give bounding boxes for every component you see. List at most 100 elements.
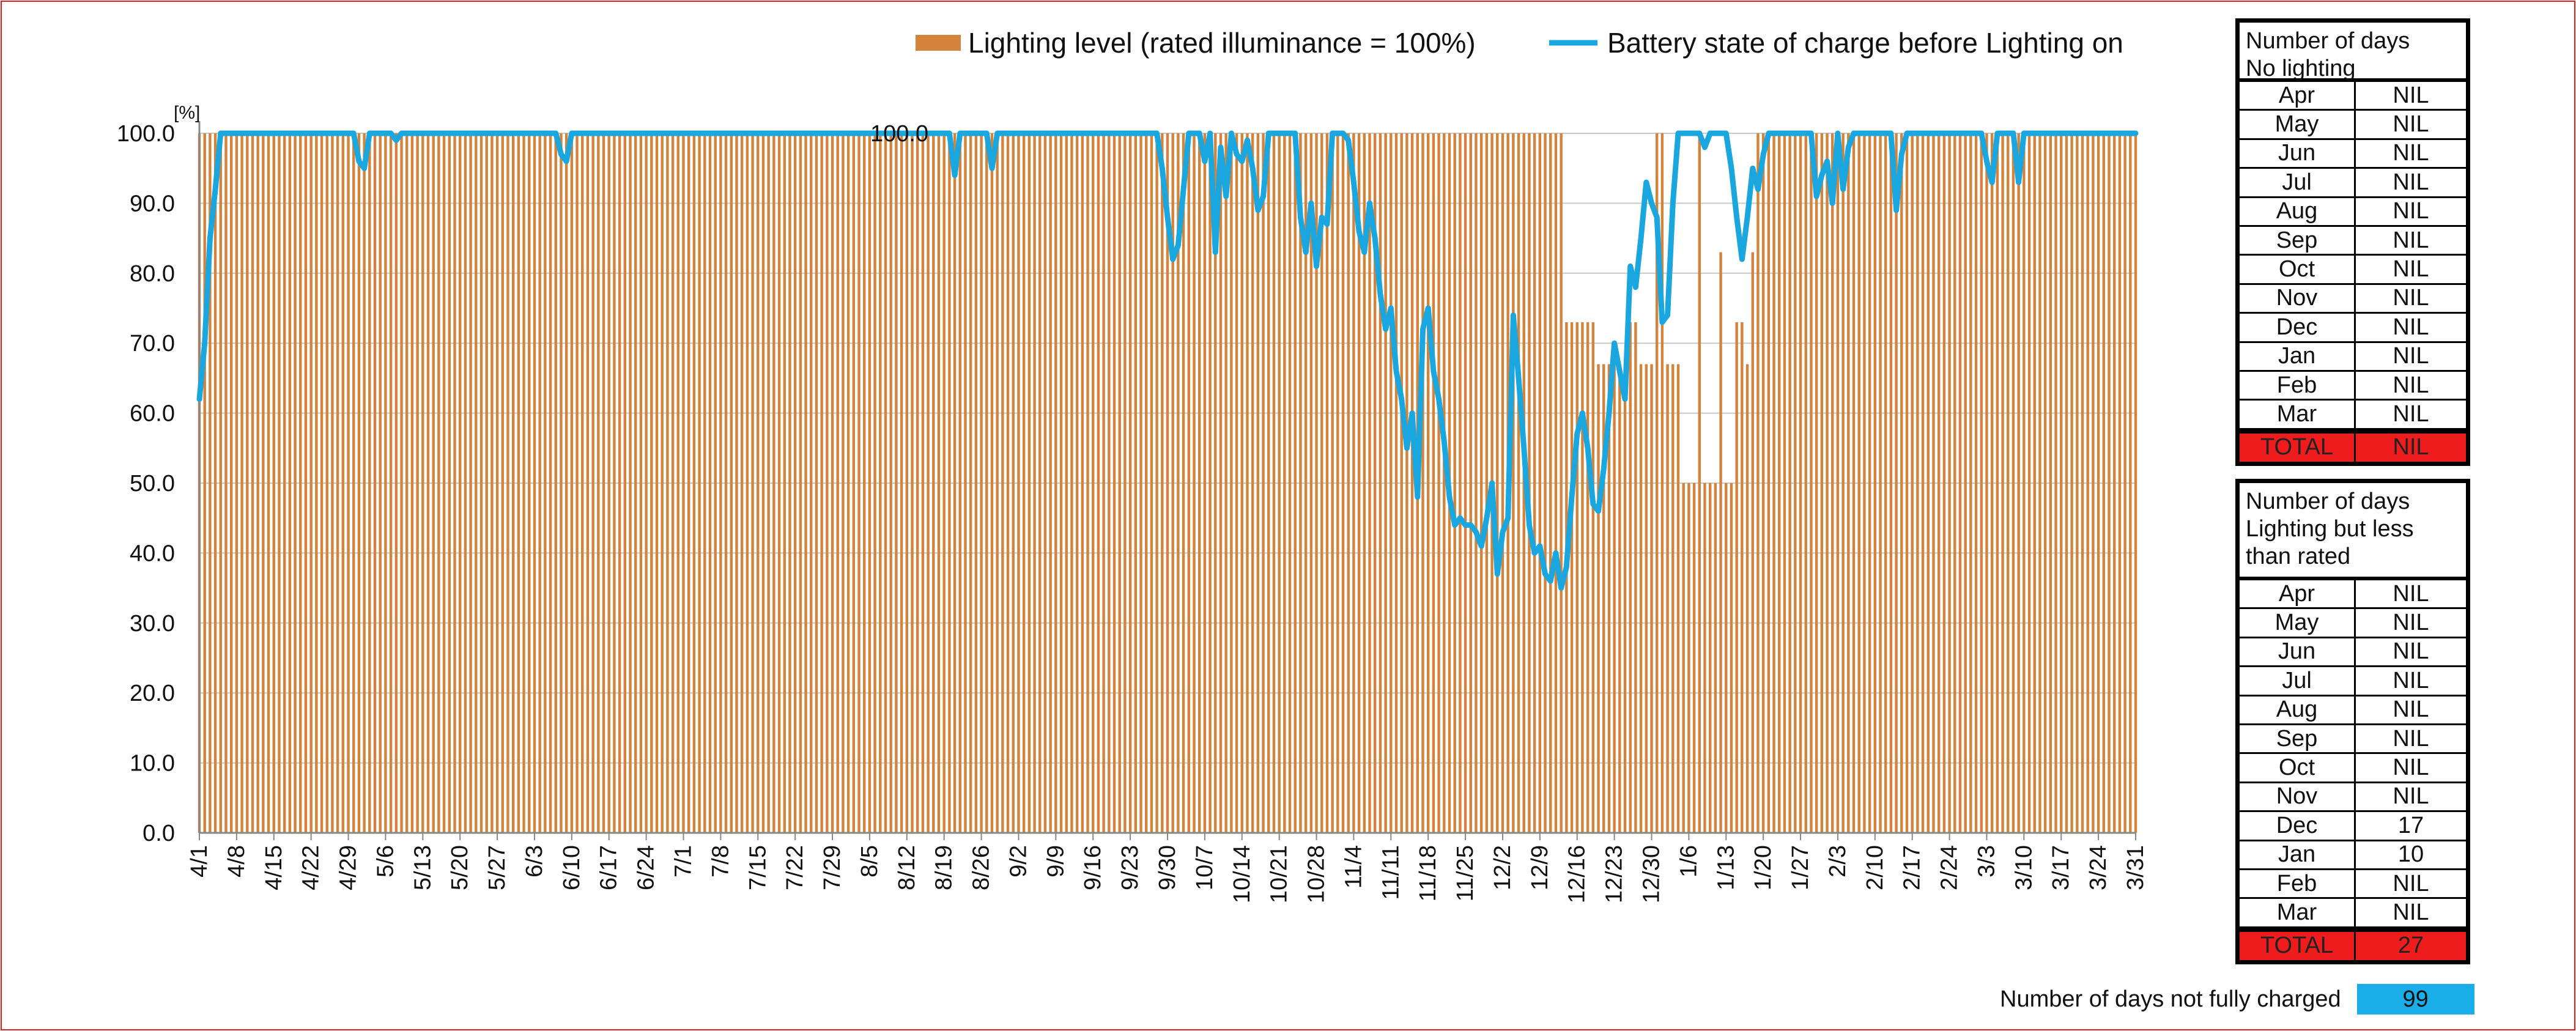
lighting-bar xyxy=(1671,364,1675,833)
lighting-bar xyxy=(607,133,610,833)
x-tick-label: 1/6 xyxy=(1676,845,1701,878)
lighting-bar xyxy=(1027,133,1031,833)
less-than-rated-row: Mar NIL xyxy=(2240,899,2466,928)
lighting-bar xyxy=(671,133,675,833)
lighting-bar xyxy=(905,133,909,833)
lighting-bar xyxy=(1852,133,1856,833)
x-tick-label: 2/3 xyxy=(1825,845,1851,878)
no-lighting-row: Nov NIL xyxy=(2240,284,2466,314)
lighting-bar xyxy=(1379,133,1382,833)
lighting-bar xyxy=(1193,133,1196,833)
lighting-bar xyxy=(1905,133,1909,833)
lighting-bar xyxy=(2108,133,2111,833)
lighting-bar xyxy=(2102,133,2106,833)
lighting-bar xyxy=(1549,133,1552,833)
x-tick-label: 9/16 xyxy=(1080,845,1106,890)
lighting-bar xyxy=(1841,133,1845,833)
lighting-bar xyxy=(533,133,536,833)
no-lighting-row: May NIL xyxy=(2240,111,2466,140)
lighting-bar xyxy=(942,133,946,833)
lighting-bar xyxy=(735,133,738,833)
lighting-bar xyxy=(916,133,919,833)
lighting-bar xyxy=(1421,133,1424,833)
lighting-bar xyxy=(517,133,520,833)
no-lighting-value-cell: NIL xyxy=(2393,256,2429,283)
no-lighting-value-cell: NIL xyxy=(2393,82,2429,108)
lighting-bar xyxy=(203,133,206,833)
lighting-bar xyxy=(1900,133,1903,833)
lighting-bar xyxy=(1948,133,1951,833)
lighting-bar xyxy=(1012,133,1015,833)
lighting-bar xyxy=(751,133,754,833)
lighting-bar xyxy=(1958,133,1962,833)
no-lighting-month-cell: Nov xyxy=(2240,284,2356,312)
less-than-rated-value-cell: NIL xyxy=(2393,610,2429,636)
lighting-bar xyxy=(2017,133,2020,833)
x-tick-label: 2/17 xyxy=(1900,845,1925,890)
lighting-bar xyxy=(528,133,531,833)
lighting-bar xyxy=(1682,483,1685,833)
lighting-bar xyxy=(251,133,254,833)
x-tick-label: 7/29 xyxy=(820,845,845,890)
x-tick-label: 9/30 xyxy=(1155,845,1180,890)
lighting-bar xyxy=(820,133,823,833)
less-than-rated-title-line1: Number of days xyxy=(2246,489,2410,514)
lighting-bar xyxy=(985,133,988,833)
lighting-bar xyxy=(1799,133,1802,833)
lighting-bar xyxy=(586,133,590,833)
x-tick-label: 3/17 xyxy=(2048,845,2074,890)
lighting-bar xyxy=(1033,133,1036,833)
x-tick-label: 4/22 xyxy=(298,845,324,890)
less-than-rated-title-line3: than rated xyxy=(2246,544,2351,569)
lighting-bar xyxy=(1575,322,1579,833)
lighting-bar xyxy=(2086,133,2089,833)
x-tick-label: 11/18 xyxy=(1415,845,1441,901)
lighting-bar xyxy=(740,133,744,833)
lighting-bar xyxy=(1464,133,1467,833)
lighting-bar xyxy=(1932,133,1935,833)
lighting-bar xyxy=(698,133,701,833)
lighting-bar xyxy=(2027,133,2031,833)
lighting-bar xyxy=(1650,364,1653,833)
x-tick-label: 11/11 xyxy=(1378,845,1404,900)
lighting-bar xyxy=(1985,133,1988,833)
lighting-bar xyxy=(714,133,717,833)
lighting-bar xyxy=(1128,133,1132,833)
lighting-bar xyxy=(1006,133,1010,833)
lighting-bar xyxy=(1730,483,1733,833)
lighting-bar xyxy=(591,133,594,833)
lighting-bar xyxy=(639,133,643,833)
lighting-bar xyxy=(1054,133,1057,833)
less-than-rated-row: Nov NIL xyxy=(2240,783,2466,813)
lighting-bar xyxy=(2007,133,2010,833)
lighting-bar xyxy=(1203,133,1207,833)
lighting-bar xyxy=(1687,483,1690,833)
lighting-bar xyxy=(2118,133,2122,833)
lighting-bar xyxy=(804,133,807,833)
less-than-rated-value-cell: NIL xyxy=(2393,697,2429,723)
lighting-bar xyxy=(1725,483,1728,833)
lighting-bar xyxy=(373,133,377,833)
lighting-bar xyxy=(921,133,925,833)
lighting-bar xyxy=(240,133,243,833)
lighting-bar xyxy=(1926,133,1930,833)
lighting-bar xyxy=(576,133,579,833)
lighting-bar xyxy=(1155,133,1158,833)
lighting-bar xyxy=(708,133,712,833)
x-tick-label: 2/24 xyxy=(1937,845,1963,890)
no-lighting-table-body: Apr NIL May NIL Jun NIL Jul NIL Aug NIL Sep NIL Oct N… xyxy=(2240,82,2466,462)
lighting-bar xyxy=(666,133,669,833)
lighting-bar xyxy=(1065,133,1068,833)
lighting-bar xyxy=(1990,133,1994,833)
no-lighting-month-cell: Mar xyxy=(2240,401,2356,428)
lighting-bar xyxy=(1022,133,1026,833)
lighting-bar xyxy=(1969,133,1972,833)
lighting-bar xyxy=(846,133,850,833)
lighting-bar xyxy=(1139,133,1142,833)
lighting-bar xyxy=(363,133,366,833)
lighting-bar xyxy=(2033,133,2036,833)
lighting-bar xyxy=(1560,133,1563,833)
lighting-bar xyxy=(213,133,217,833)
lighting-bar xyxy=(1719,252,1722,833)
x-tick-label: 4/15 xyxy=(261,845,287,890)
